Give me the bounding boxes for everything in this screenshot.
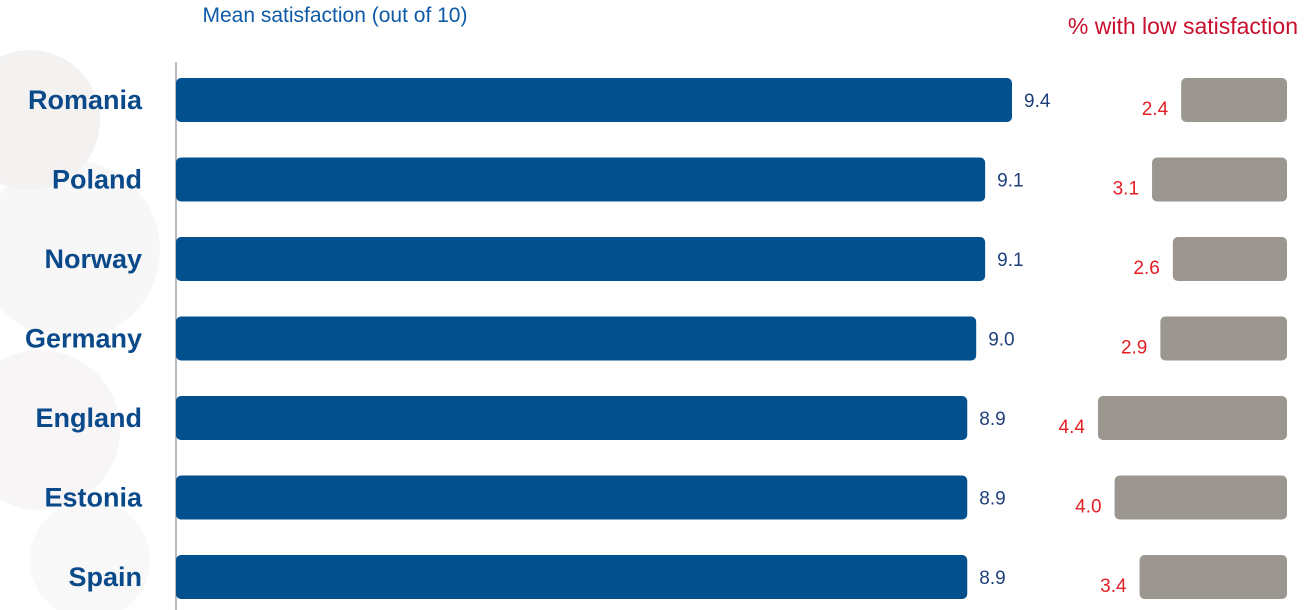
low-bar-poland — [1152, 157, 1287, 202]
low-value-estonia: 4.0 — [1075, 497, 1101, 518]
mean-value-romania: 9.4 — [1024, 91, 1051, 112]
country-label-romania: Romania — [28, 85, 143, 115]
low-chart-title: % with low satisfaction — [1068, 13, 1298, 39]
mean-value-poland: 9.1 — [997, 171, 1023, 192]
country-label-norway: Norway — [44, 244, 142, 274]
low-value-england: 4.4 — [1059, 417, 1086, 438]
low-bar-norway — [1172, 237, 1287, 281]
mean-bar-spain — [176, 555, 968, 599]
low-value-labels: 2.4 3.1 2.6 2.9 4.4 4.0 3.4 — [1059, 99, 1169, 597]
low-bars — [1097, 78, 1287, 599]
mean-value-labels: 9.4 9.1 9.1 9.0 8.9 8.9 8.9 — [979, 91, 1051, 589]
background-watermark — [0, 50, 160, 610]
low-value-romania: 2.4 — [1142, 99, 1169, 120]
low-bar-romania — [1181, 78, 1287, 122]
mean-bar-norway — [176, 237, 986, 281]
mean-value-germany: 9.0 — [988, 330, 1014, 351]
country-label-england: England — [36, 403, 143, 433]
country-label-poland: Poland — [52, 165, 142, 195]
mean-bar-romania — [176, 78, 1012, 122]
low-bar-spain — [1139, 555, 1287, 599]
low-value-germany: 2.9 — [1121, 338, 1147, 359]
mean-bars — [176, 78, 1012, 599]
low-value-poland: 3.1 — [1113, 179, 1139, 200]
mean-value-norway: 9.1 — [997, 250, 1023, 271]
country-label-germany: Germany — [25, 324, 142, 354]
mean-bar-poland — [176, 157, 986, 202]
low-bar-estonia — [1114, 475, 1287, 520]
country-label-estonia: Estonia — [44, 483, 143, 513]
mean-bar-estonia — [176, 475, 968, 520]
low-bar-england — [1097, 396, 1287, 440]
low-value-norway: 2.6 — [1133, 258, 1159, 279]
mean-bar-england — [176, 396, 968, 440]
low-value-spain: 3.4 — [1100, 576, 1127, 597]
country-label-spain: Spain — [68, 562, 142, 592]
mean-value-spain: 8.9 — [979, 568, 1005, 589]
mean-bar-germany — [176, 316, 977, 361]
mean-value-england: 8.9 — [979, 409, 1005, 430]
country-labels: Romania Poland Norway Germany England Estonia… — [25, 85, 143, 592]
low-bar-germany — [1160, 316, 1287, 361]
mean-value-estonia: 8.9 — [979, 489, 1005, 510]
mean-chart-title: Mean satisfaction (out of 10) — [203, 4, 468, 27]
